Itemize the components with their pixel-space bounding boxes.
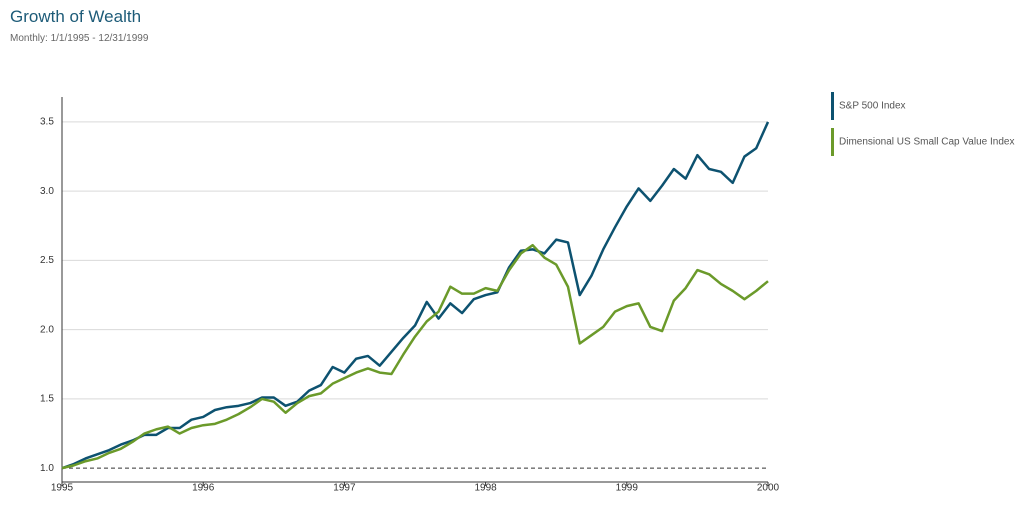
series-line [61, 243, 769, 470]
legend-swatch [831, 92, 834, 120]
x-tick-label: 1999 [616, 483, 639, 494]
x-tick-label: 1996 [192, 483, 215, 494]
y-tick-label: 2.0 [40, 324, 54, 335]
y-tick-label: 3.0 [40, 186, 54, 197]
y-tick-label: 1.5 [40, 394, 54, 405]
chart-subtitle: Monthly: 1/1/1995 - 12/31/1999 [10, 33, 149, 44]
legend-swatch [831, 128, 834, 156]
x-tick-label: 2000 [757, 483, 780, 494]
x-tick-label: 1995 [51, 483, 74, 494]
series-line [61, 121, 770, 470]
y-tick-label: 2.5 [40, 255, 54, 266]
legend-label: S&P 500 Index [839, 101, 906, 112]
chart-title: Growth of Wealth [10, 7, 141, 26]
x-tick-label: 1997 [333, 483, 356, 494]
x-tick-label: 1998 [474, 483, 497, 494]
y-tick-label: 3.5 [40, 117, 54, 128]
y-tick-label: 1.0 [40, 463, 54, 474]
legend-label: Dimensional US Small Cap Value Index [839, 137, 1014, 148]
